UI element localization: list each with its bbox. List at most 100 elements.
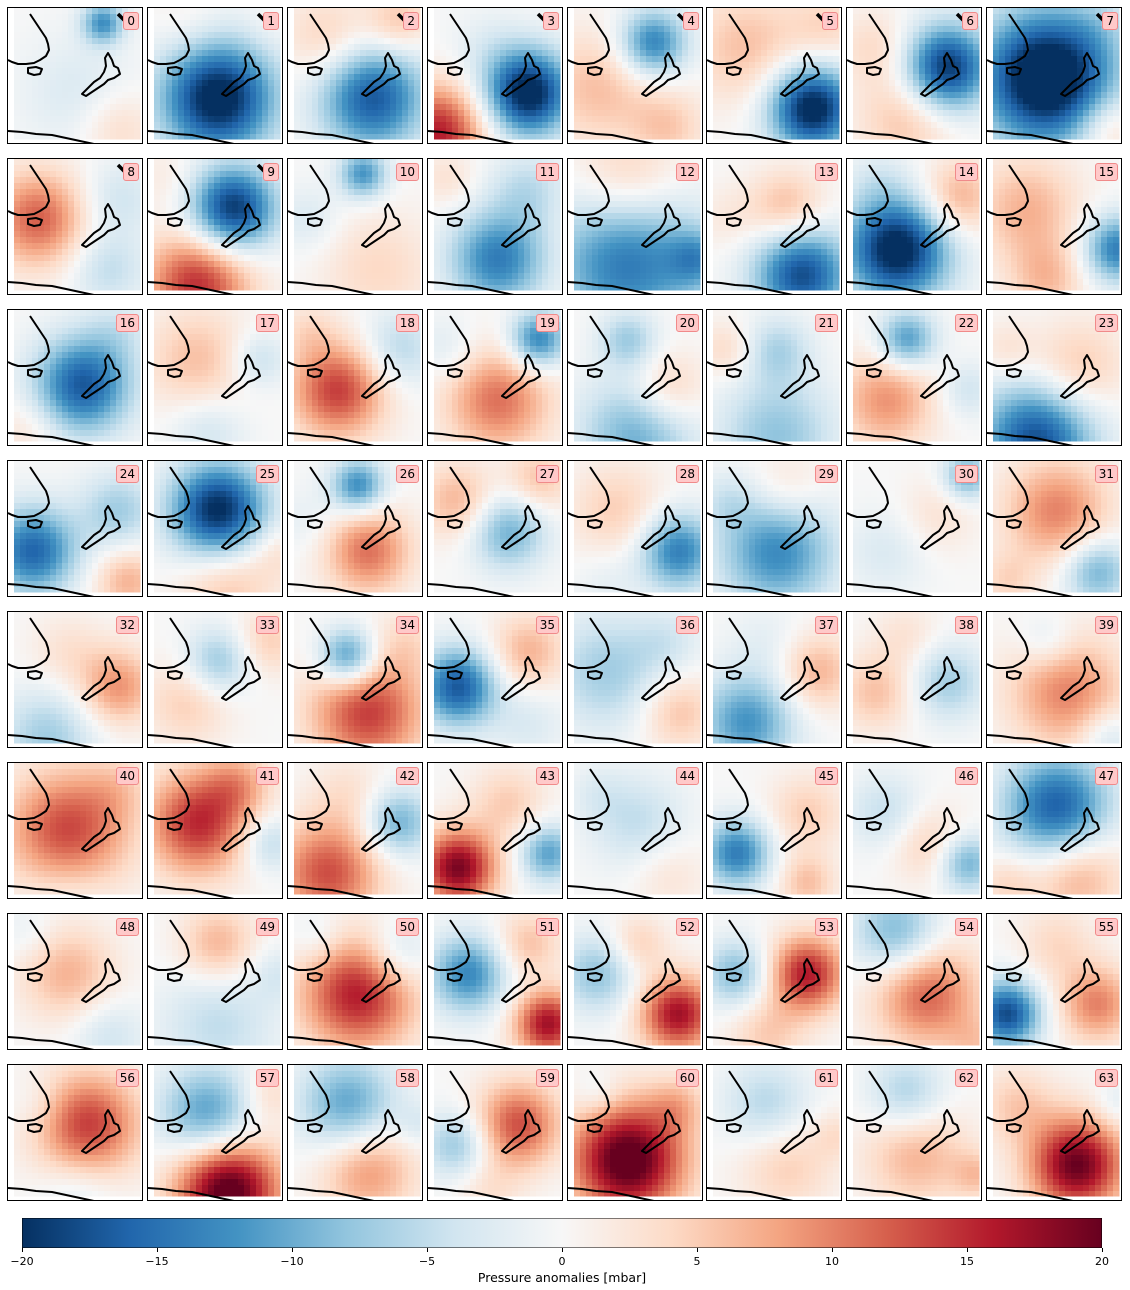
australia-coastline xyxy=(148,466,190,518)
antarctica-coastline xyxy=(288,432,375,445)
colorbar-tick-mark xyxy=(157,1248,158,1252)
panel-index-label: 62 xyxy=(954,1069,978,1087)
map-panel-55: 55 xyxy=(986,913,1122,1050)
australia-coastline xyxy=(987,315,1029,367)
antarctica-coastline xyxy=(428,130,515,143)
new-zealand-coastline xyxy=(1060,1109,1100,1154)
map-panel-41: 41 xyxy=(147,762,283,899)
colorbar-tick-mark xyxy=(292,1248,293,1252)
colorbar-tick-mark xyxy=(22,1248,23,1252)
new-zealand-coastline xyxy=(221,656,261,701)
new-zealand-coastline xyxy=(920,1109,960,1154)
tasmania-coastline xyxy=(307,66,323,76)
pressure-field-40 xyxy=(8,763,141,898)
australia-coastline xyxy=(847,13,889,65)
panel-index-label: 38 xyxy=(954,616,978,634)
antarctica-coastline xyxy=(428,281,515,294)
new-zealand-coastline xyxy=(780,354,820,399)
australia-coastline xyxy=(428,164,470,216)
australia-coastline xyxy=(707,466,749,518)
colorbar-label: Pressure anomalies [mbar] xyxy=(0,1270,1124,1285)
antarctica-coastline xyxy=(8,1187,95,1200)
australia-coastline xyxy=(707,13,749,65)
map-panel-8: 8 xyxy=(7,158,143,295)
new-zealand-coastline xyxy=(920,656,960,701)
new-zealand-coastline xyxy=(1060,354,1100,399)
map-panel-2: 2 xyxy=(287,7,423,144)
map-panel-7: 7 xyxy=(986,7,1122,144)
tasmania-coastline xyxy=(866,972,882,982)
pressure-field-63 xyxy=(987,1065,1120,1200)
pressure-field-21 xyxy=(707,310,840,445)
new-zealand-coastline xyxy=(81,958,121,1003)
antarctica-coastline xyxy=(707,130,794,143)
tasmania-coastline xyxy=(167,217,183,227)
panel-index-label: 21 xyxy=(814,314,838,332)
antarctica-coastline xyxy=(8,432,95,445)
panel-index-label: 28 xyxy=(675,465,699,483)
map-panel-46: 46 xyxy=(846,762,982,899)
pressure-field-cells xyxy=(434,310,561,442)
panel-index-label: 19 xyxy=(535,314,559,332)
australia-coastline xyxy=(987,768,1029,820)
pressure-field-26 xyxy=(288,461,421,596)
map-panel-29: 29 xyxy=(706,460,842,597)
tasmania-coastline xyxy=(27,821,43,831)
tasmania-coastline xyxy=(587,66,603,76)
panel-index-label: 7 xyxy=(1102,12,1118,30)
antarctica-coastline xyxy=(148,281,235,294)
panel-index-label: 24 xyxy=(115,465,139,483)
new-zealand-coastline xyxy=(641,807,681,852)
map-panel-33: 33 xyxy=(147,611,283,748)
tasmania-coastline xyxy=(1006,821,1022,831)
australia-coastline xyxy=(148,919,190,971)
map-panel-58: 58 xyxy=(287,1064,423,1201)
antarctica-coastline xyxy=(428,885,515,898)
tasmania-coastline xyxy=(167,1123,183,1133)
map-panel-26: 26 xyxy=(287,460,423,597)
antarctica-coastline xyxy=(568,281,655,294)
antarctica-coastline xyxy=(987,1036,1074,1049)
pressure-field-18 xyxy=(288,310,421,445)
tasmania-coastline xyxy=(866,368,882,378)
map-panel-57: 57 xyxy=(147,1064,283,1201)
tasmania-coastline xyxy=(447,821,463,831)
tasmania-coastline xyxy=(27,66,43,76)
map-panel-1: 1 xyxy=(147,7,283,144)
new-zealand-coastline xyxy=(361,52,401,97)
australia-coastline xyxy=(428,466,470,518)
antarctica-coastline xyxy=(987,281,1074,294)
panel-index-label: 55 xyxy=(1094,918,1118,936)
new-zealand-coastline xyxy=(780,52,820,97)
map-panel-34: 34 xyxy=(287,611,423,748)
panel-index-label: 54 xyxy=(954,918,978,936)
pressure-field-56 xyxy=(8,1065,141,1200)
coastlines xyxy=(987,314,1107,445)
australia-coastline xyxy=(148,1070,190,1122)
tasmania-coastline xyxy=(27,670,43,680)
australia-coastline xyxy=(288,617,330,669)
new-zealand-coastline xyxy=(780,958,820,1003)
australia-coastline xyxy=(568,617,610,669)
pressure-field-cells xyxy=(14,461,141,593)
pressure-field-50 xyxy=(288,914,421,1049)
pressure-field-cells xyxy=(853,310,980,442)
australia-coastline xyxy=(148,617,190,669)
antarctica-coastline xyxy=(847,1036,934,1049)
antarctica-coastline xyxy=(847,583,934,596)
map-panel-53: 53 xyxy=(706,913,842,1050)
tasmania-coastline xyxy=(1006,519,1022,529)
antarctica-coastline xyxy=(568,1036,655,1049)
colorbar-gradient xyxy=(22,1218,1102,1248)
new-zealand-coastline xyxy=(361,203,401,248)
australia-coastline xyxy=(847,315,889,367)
tasmania-coastline xyxy=(587,972,603,982)
panel-index-label: 3 xyxy=(543,12,559,30)
panel-index-label: 20 xyxy=(675,314,699,332)
pressure-field-46 xyxy=(847,763,980,898)
antarctica-coastline xyxy=(987,734,1074,747)
pressure-field-cells xyxy=(154,914,281,1046)
tasmania-coastline xyxy=(27,368,43,378)
new-zealand-coastline xyxy=(1060,203,1100,248)
australia-coastline xyxy=(707,617,749,669)
